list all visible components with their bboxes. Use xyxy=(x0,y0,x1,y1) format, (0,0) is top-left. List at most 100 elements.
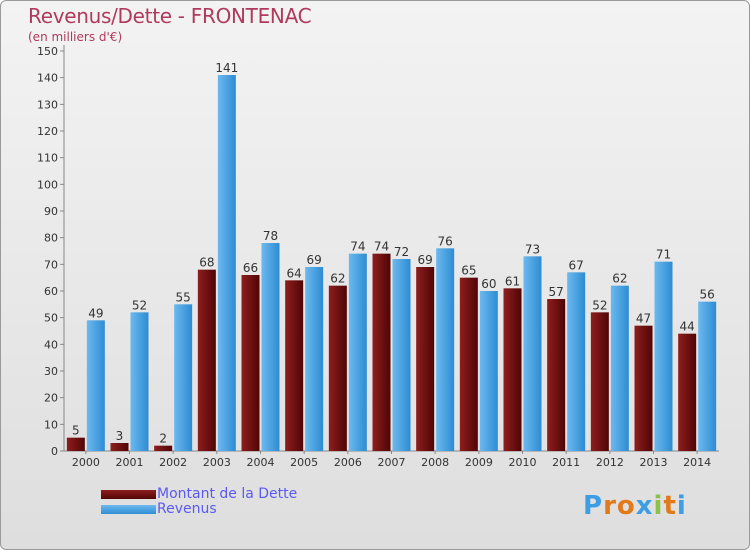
bar-debt xyxy=(154,445,173,451)
x-tick-label: 2007 xyxy=(378,456,406,469)
y-tick-label: 70 xyxy=(44,258,58,271)
legend-swatch-debt xyxy=(101,490,156,499)
y-tick-label: 110 xyxy=(37,152,58,165)
bar-revenue xyxy=(654,261,673,451)
bar-debt xyxy=(285,280,304,451)
y-tick-label: 90 xyxy=(44,205,58,218)
x-tick-label: 2004 xyxy=(247,456,275,469)
y-tick-label: 100 xyxy=(37,178,58,191)
y-tick-label: 130 xyxy=(37,98,58,111)
value-label-debt: 61 xyxy=(505,274,520,288)
bar-revenue xyxy=(610,285,629,451)
x-tick-label: 2005 xyxy=(290,456,318,469)
value-label-revenue: 73 xyxy=(525,242,540,256)
value-label-debt: 62 xyxy=(330,272,345,286)
bar-debt xyxy=(634,325,653,451)
value-label-revenue: 62 xyxy=(612,272,627,286)
bar-revenue xyxy=(392,259,411,451)
value-label-debt: 66 xyxy=(243,261,258,275)
y-tick-label: 80 xyxy=(44,232,58,245)
value-label-revenue: 67 xyxy=(569,258,584,272)
logo-letter: r xyxy=(603,491,617,521)
value-label-debt: 74 xyxy=(374,240,389,254)
bar-debt xyxy=(197,269,216,451)
logo-letter: o xyxy=(616,491,636,521)
legend-label-debt: Montant de la Dette xyxy=(157,486,298,502)
bar-revenue xyxy=(86,320,105,451)
value-label-debt: 2 xyxy=(159,432,167,446)
chart-axes: 0 10 20 30 40 50 60 70 80 90 100 110 120 130 140 150 200… xyxy=(37,45,719,469)
y-tick-label: 10 xyxy=(44,418,58,431)
value-label-revenue: 55 xyxy=(176,290,191,304)
bar-debt xyxy=(459,277,478,451)
bar-revenue xyxy=(479,291,498,451)
chart-labels: 5 49 3 52 2 55 68 141 66 78 64 69 62 74 74 72 69 76 65 60 61… xyxy=(72,61,715,446)
y-tick-label: 40 xyxy=(44,338,58,351)
x-tick-label: 2009 xyxy=(465,456,493,469)
value-label-revenue: 71 xyxy=(656,248,671,262)
value-label-revenue: 69 xyxy=(307,253,322,267)
bar-debt xyxy=(66,437,85,451)
value-label-revenue: 72 xyxy=(394,245,409,259)
chart-bars xyxy=(66,75,717,451)
x-tick-label: 2013 xyxy=(640,456,668,469)
bar-revenue xyxy=(261,243,280,451)
y-tick-label: 150 xyxy=(37,45,58,58)
chart-subtitle: (en milliers d'€) xyxy=(28,30,123,44)
x-tick-label: 2008 xyxy=(421,456,449,469)
value-label-revenue: 60 xyxy=(481,277,496,291)
x-tick-label: 2002 xyxy=(159,456,187,469)
bar-debt xyxy=(328,285,347,451)
value-label-debt: 52 xyxy=(592,298,607,312)
value-label-revenue: 52 xyxy=(132,298,147,312)
y-tick-label: 20 xyxy=(44,392,58,405)
legend-swatch-revenue xyxy=(101,505,156,514)
bar-debt xyxy=(416,267,435,451)
value-label-debt: 57 xyxy=(549,285,564,299)
value-label-debt: 69 xyxy=(418,253,433,267)
chart-title: Revenus/Dette - FRONTENAC xyxy=(28,4,312,28)
value-label-debt: 65 xyxy=(461,264,476,278)
bar-revenue xyxy=(174,304,193,451)
proxiti-logo: Proxiti xyxy=(583,491,687,521)
x-tick-label: 2012 xyxy=(596,456,624,469)
y-tick-label: 140 xyxy=(37,72,58,85)
logo-letter: P xyxy=(583,491,604,521)
logo-letter: i xyxy=(653,491,664,521)
value-label-revenue: 76 xyxy=(438,234,453,248)
y-tick-label: 0 xyxy=(51,445,58,458)
bar-revenue xyxy=(217,75,236,451)
bar-debt xyxy=(678,333,697,451)
bar-revenue xyxy=(523,256,542,451)
bar-debt xyxy=(372,253,391,451)
x-tick-label: 2003 xyxy=(203,456,231,469)
bar-debt xyxy=(110,443,129,451)
logo-letter: x xyxy=(635,491,654,521)
value-label-revenue: 49 xyxy=(88,306,103,320)
y-tick-label: 120 xyxy=(37,125,58,138)
y-tick-label: 30 xyxy=(44,365,58,378)
value-label-debt: 5 xyxy=(72,424,80,438)
x-tick-label: 2011 xyxy=(552,456,580,469)
x-tick-label: 2000 xyxy=(72,456,100,469)
bar-revenue xyxy=(567,272,586,451)
bar-debt xyxy=(241,275,260,451)
bar-revenue xyxy=(130,312,149,451)
bar-revenue xyxy=(305,267,324,451)
value-label-revenue: 141 xyxy=(215,61,238,75)
x-tick-label: 2014 xyxy=(683,456,711,469)
value-label-debt: 68 xyxy=(199,256,214,270)
value-label-revenue: 78 xyxy=(263,229,278,243)
value-label-revenue: 74 xyxy=(350,240,365,254)
bar-debt xyxy=(590,312,609,451)
value-label-debt: 64 xyxy=(287,266,302,280)
value-label-debt: 44 xyxy=(680,320,695,334)
bar-debt xyxy=(547,299,566,451)
logo-letter: i xyxy=(676,491,687,521)
value-label-debt: 3 xyxy=(116,429,124,443)
bar-revenue xyxy=(698,301,717,451)
value-label-debt: 47 xyxy=(636,312,651,326)
bar-debt xyxy=(503,288,522,451)
